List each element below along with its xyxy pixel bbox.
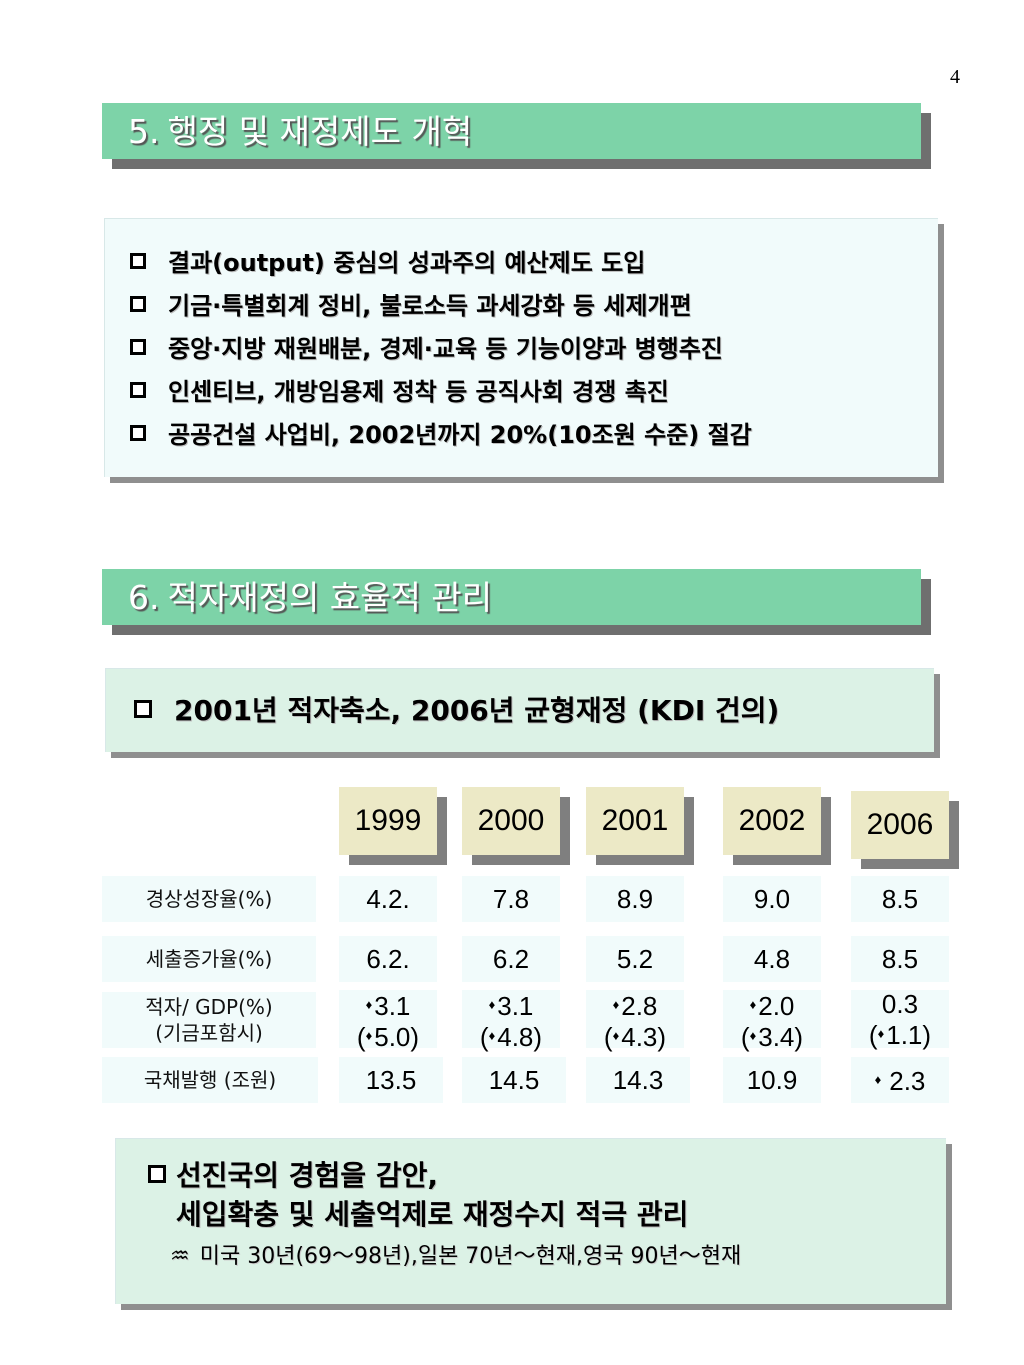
list-item-text: 인센티브, 개방임용제 정착 등 공직사회 경쟁 촉진 bbox=[168, 378, 669, 406]
cell-line2: 4.8 bbox=[497, 1022, 534, 1052]
diamond-icon: ♦ bbox=[749, 1028, 757, 1043]
row-label-deficit-line1: 적자/ GDP(%) bbox=[145, 995, 273, 1019]
list-item-text: 2001년 적자축소, 2006년 균형재정 (KDI 건의) bbox=[174, 693, 780, 727]
table-cell: 8.5 bbox=[851, 876, 949, 922]
table-cell: ♦3.1 (♦5.0) bbox=[339, 990, 437, 1052]
diamond-icon: ♦ bbox=[488, 997, 496, 1012]
table-cell: 7.8 bbox=[462, 876, 560, 922]
checkbox-square-icon bbox=[130, 381, 146, 398]
cell-value: 2.3 bbox=[889, 1066, 926, 1096]
list-item-text: 중앙·지방 재원배분, 경제·교육 등 기능이양과 병행추진 bbox=[168, 335, 723, 363]
table-cell: 0.3 (♦1.1) bbox=[851, 989, 949, 1050]
row-label-growth: 경상성장율(%) bbox=[102, 876, 316, 922]
bottom-note: ♒ 미국 30년(69～98년),일본 70년～현재,영국 90년～현재 bbox=[148, 1237, 946, 1277]
diamond-icon: ♦ bbox=[488, 1028, 496, 1043]
diamond-icon: ♦ bbox=[749, 997, 757, 1012]
list-item: 인센티브, 개방임용제 정착 등 공직사회 경쟁 촉진 bbox=[130, 368, 938, 411]
cell-line1: 3.1 bbox=[374, 991, 411, 1021]
diamond-icon: ♦ bbox=[877, 1026, 885, 1041]
list-item: 공공건설 사업비, 2002년까지 20%(10조원 수준) 절감 bbox=[130, 411, 938, 454]
table-cell: 6.2 bbox=[462, 936, 560, 982]
cell-line1: 3.1 bbox=[497, 991, 534, 1021]
table-cell: 5.2 bbox=[586, 936, 684, 982]
section-6-panel: 2001년 적자축소, 2006년 균형재정 (KDI 건의) bbox=[105, 668, 934, 752]
section-5-header: 5. 행정 및 재정제도 개혁 bbox=[102, 103, 921, 159]
list-item-text: 결과(output) 중심의 성과주의 예산제도 도입 bbox=[168, 249, 646, 277]
cell-line1: 2.8 bbox=[621, 991, 658, 1021]
list-item: 2001년 적자축소, 2006년 균형재정 (KDI 건의) bbox=[134, 687, 934, 730]
checkbox-square-icon bbox=[130, 252, 146, 269]
row-label-bonds: 국채발행 (조원) bbox=[102, 1057, 318, 1103]
checkbox-square-icon bbox=[130, 338, 146, 355]
bottom-panel: 선진국의 경험을 감안, 세입확충 및 세출억제로 재정수지 적극 관리 ♒ 미국… bbox=[115, 1138, 946, 1304]
row-label-deficit: 적자/ GDP(%) (기금포함시) bbox=[102, 992, 316, 1048]
diamond-icon: ♦ bbox=[612, 1028, 620, 1043]
checkbox-square-icon bbox=[148, 1165, 166, 1183]
row-label-spending: 세출증가율(%) bbox=[102, 936, 316, 982]
cell-line2: 5.0 bbox=[374, 1022, 411, 1052]
diamond-icon: ♦ bbox=[874, 1072, 882, 1087]
section-6-title: 적자재정의 효율적 관리 bbox=[167, 578, 493, 617]
wave-icon: ♒ bbox=[170, 1244, 190, 1269]
list-item: 중앙·지방 재원배분, 경제·교육 등 기능이양과 병행추진 bbox=[130, 325, 938, 368]
table-cell: ♦2.8 (♦4.3) bbox=[586, 990, 684, 1052]
table-cell: 10.9 bbox=[723, 1057, 821, 1103]
cell-line2: 4.3 bbox=[621, 1022, 658, 1052]
section-5-number: 5. bbox=[128, 112, 160, 151]
checkbox-square-icon bbox=[130, 295, 146, 312]
table-cell: 4.2. bbox=[339, 876, 437, 922]
checkbox-square-icon bbox=[134, 699, 152, 718]
list-item: 결과(output) 중심의 성과주의 예산제도 도입 bbox=[130, 239, 938, 282]
table-cell: 14.5 bbox=[462, 1057, 566, 1103]
year-header: 2002 bbox=[723, 787, 821, 855]
table-cell: 8.5 bbox=[851, 936, 949, 982]
cell-line2: 1.1 bbox=[886, 1020, 923, 1050]
diamond-icon: ♦ bbox=[365, 997, 373, 1012]
bottom-line1-text: 선진국의 경험을 감안, bbox=[176, 1159, 438, 1192]
list-item-text: 공공건설 사업비, 2002년까지 20%(10조원 수준) 절감 bbox=[168, 421, 752, 449]
cell-line1: 0.3 bbox=[881, 989, 919, 1019]
bottom-line1: 선진국의 경험을 감안, bbox=[148, 1155, 946, 1193]
table-cell: 8.9 bbox=[586, 876, 684, 922]
section-6-list: 2001년 적자축소, 2006년 균형재정 (KDI 건의) bbox=[134, 687, 934, 730]
row-label-deficit-line2: (기금포함시) bbox=[155, 1021, 263, 1045]
table-cell: 14.3 bbox=[586, 1057, 690, 1103]
table-cell: 13.5 bbox=[339, 1057, 443, 1103]
list-item: 기금·특별회계 정비, 불로소득 과세강화 등 세제개편 bbox=[130, 282, 938, 325]
table-cell: 6.2. bbox=[339, 936, 437, 982]
table-cell: 4.8 bbox=[723, 936, 821, 982]
bottom-line2: 세입확충 및 세출억제로 재정수지 적극 관리 bbox=[176, 1198, 689, 1231]
table-cell: 9.0 bbox=[723, 876, 821, 922]
checkbox-square-icon bbox=[130, 424, 146, 441]
cell-line2: 3.4 bbox=[758, 1022, 795, 1052]
year-header: 2001 bbox=[586, 787, 684, 855]
year-header: 2000 bbox=[462, 787, 560, 855]
section-6-header: 6. 적자재정의 효율적 관리 bbox=[102, 569, 921, 625]
year-header: 2006 bbox=[851, 791, 949, 859]
bottom-note-text: 미국 30년(69～98년),일본 70년～현재,영국 90년～현재 bbox=[199, 1244, 742, 1269]
year-header: 1999 bbox=[339, 787, 437, 855]
table-cell: ♦3.1 (♦4.8) bbox=[462, 990, 560, 1052]
section-6-number: 6. bbox=[128, 578, 160, 617]
section-5-panel: 결과(output) 중심의 성과주의 예산제도 도입 기금·특별회계 정비, … bbox=[104, 218, 938, 477]
table-cell: ♦2.0 (♦3.4) bbox=[723, 990, 821, 1052]
diamond-icon: ♦ bbox=[365, 1028, 373, 1043]
list-item-text: 기금·특별회계 정비, 불로소득 과세강화 등 세제개편 bbox=[168, 292, 692, 320]
diamond-icon: ♦ bbox=[612, 997, 620, 1012]
table-cell: ♦ 2.3 bbox=[851, 1057, 949, 1103]
cell-line1: 2.0 bbox=[758, 991, 795, 1021]
section-5-list: 결과(output) 중심의 성과주의 예산제도 도입 기금·특별회계 정비, … bbox=[130, 239, 938, 454]
page-number: 4 bbox=[950, 66, 960, 88]
section-5-title: 행정 및 재정제도 개혁 bbox=[167, 112, 473, 151]
